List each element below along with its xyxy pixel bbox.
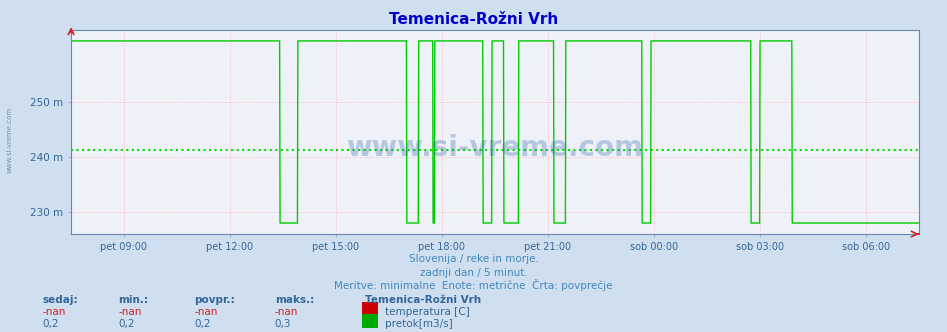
Text: povpr.:: povpr.:	[194, 295, 235, 305]
Text: zadnji dan / 5 minut.: zadnji dan / 5 minut.	[420, 268, 527, 278]
Text: min.:: min.:	[118, 295, 149, 305]
Text: sedaj:: sedaj:	[43, 295, 79, 305]
Text: pretok[m3/s]: pretok[m3/s]	[385, 319, 454, 329]
Text: www.si-vreme.com: www.si-vreme.com	[347, 134, 643, 162]
Text: -nan: -nan	[194, 307, 218, 317]
Text: Temenica-Rožni Vrh: Temenica-Rožni Vrh	[389, 12, 558, 27]
Text: 0,2: 0,2	[43, 319, 59, 329]
Text: Slovenija / reke in morje.: Slovenija / reke in morje.	[408, 254, 539, 264]
Text: 0,3: 0,3	[275, 319, 291, 329]
Text: 0,2: 0,2	[118, 319, 134, 329]
Text: -nan: -nan	[275, 307, 298, 317]
Text: Temenica-Rožni Vrh: Temenica-Rožni Vrh	[365, 295, 481, 305]
Text: www.si-vreme.com: www.si-vreme.com	[7, 106, 12, 173]
Text: Meritve: minimalne  Enote: metrične  Črta: povprečje: Meritve: minimalne Enote: metrične Črta:…	[334, 279, 613, 291]
Text: maks.:: maks.:	[275, 295, 313, 305]
Text: -nan: -nan	[43, 307, 66, 317]
Text: temperatura [C]: temperatura [C]	[385, 307, 470, 317]
Text: 0,2: 0,2	[194, 319, 210, 329]
Text: -nan: -nan	[118, 307, 142, 317]
